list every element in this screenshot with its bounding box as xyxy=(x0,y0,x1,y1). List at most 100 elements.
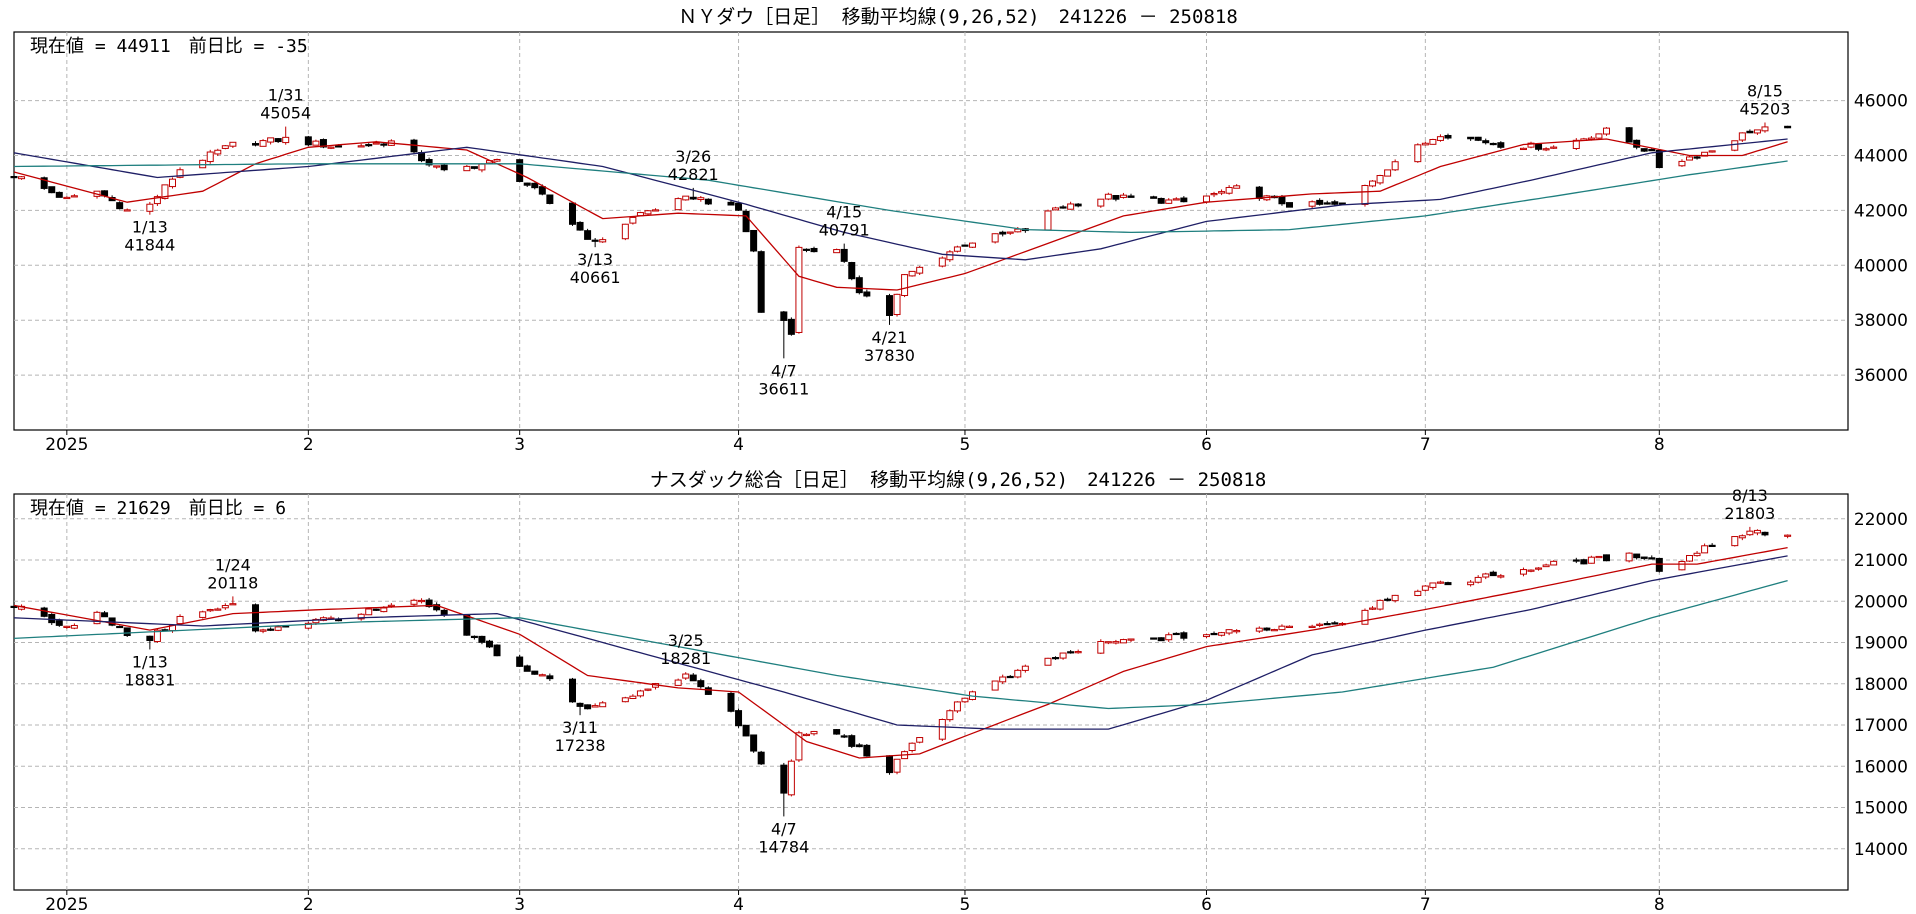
candle xyxy=(214,148,222,156)
candle-body xyxy=(757,751,765,765)
candle xyxy=(584,228,592,240)
candle xyxy=(1006,675,1014,679)
candle-body xyxy=(1331,622,1339,625)
candle xyxy=(1384,169,1392,177)
candle-body xyxy=(704,687,712,695)
candle xyxy=(493,158,501,163)
candle-body xyxy=(1384,598,1392,601)
candle-body xyxy=(153,196,161,205)
annotation-date: 3/13 xyxy=(577,250,613,269)
candle-body xyxy=(840,735,848,738)
nasdaq-chart: 14000 15000 16000 17000 18000 19000 20000 21000… xyxy=(10,486,1908,914)
candle-body xyxy=(372,142,380,145)
candle xyxy=(742,209,750,233)
candle xyxy=(1119,192,1127,199)
candle-body xyxy=(1210,192,1218,196)
candle-body xyxy=(1625,127,1633,143)
candle-body xyxy=(1006,231,1014,234)
candle xyxy=(893,758,901,775)
candle xyxy=(40,606,48,618)
candle xyxy=(644,688,652,692)
candle xyxy=(916,265,924,276)
candle-body xyxy=(214,608,222,611)
x-tick-label: 2025 xyxy=(45,435,88,455)
moving-average-26-line xyxy=(13,138,1788,261)
candle-body xyxy=(1482,573,1490,578)
annotation-price: 37830 xyxy=(864,346,915,365)
candle-body xyxy=(1225,186,1233,194)
x-tick-label: 3 xyxy=(514,435,525,455)
candle xyxy=(1678,159,1686,167)
candle xyxy=(93,610,101,625)
candle xyxy=(780,762,788,817)
candle-body xyxy=(1444,134,1452,139)
candle xyxy=(1708,543,1716,548)
candle-body xyxy=(357,145,365,148)
candle-body xyxy=(1338,202,1346,205)
candle xyxy=(1233,184,1241,189)
annotation-date: 3/11 xyxy=(562,718,598,737)
candle xyxy=(206,149,214,164)
candle xyxy=(901,274,909,298)
candle xyxy=(1519,567,1527,577)
candle-body xyxy=(674,679,682,686)
candle-body xyxy=(697,197,705,201)
candle-body xyxy=(1467,581,1475,586)
candle-body xyxy=(576,702,584,707)
candle xyxy=(1444,133,1452,140)
candle xyxy=(1338,202,1346,205)
candle-body xyxy=(1316,623,1324,626)
candle-body xyxy=(1323,623,1331,626)
candle xyxy=(1693,155,1701,160)
candle xyxy=(153,628,161,643)
candle xyxy=(704,686,712,695)
y-tick-label: 20000 xyxy=(1854,592,1908,612)
candle xyxy=(1270,628,1278,632)
candle-body xyxy=(410,599,418,605)
candle xyxy=(199,159,207,169)
x-tick-label: 6 xyxy=(1201,435,1212,455)
candle-body xyxy=(1542,148,1550,151)
candle-body xyxy=(1429,138,1437,145)
candle xyxy=(1052,656,1060,660)
candle-body xyxy=(833,729,841,735)
candle-body xyxy=(1278,625,1286,631)
candle-body xyxy=(1746,130,1754,134)
candle xyxy=(1165,198,1173,204)
candle xyxy=(953,701,961,713)
candle xyxy=(116,625,124,629)
annotation-date: 8/15 xyxy=(1747,81,1783,100)
dow-chart: 36000 38000 40000 42000 44000 46000 2025 2 3 4 5 6 7… xyxy=(10,31,1908,455)
candle-body xyxy=(1369,607,1377,610)
candle xyxy=(1067,201,1075,210)
candle xyxy=(1112,195,1120,202)
candle xyxy=(1580,558,1588,565)
candle-body xyxy=(1361,185,1369,205)
candle-body xyxy=(1474,136,1482,141)
annotation-price: 41844 xyxy=(124,236,175,255)
candle xyxy=(727,691,735,713)
candle-body xyxy=(1421,142,1429,146)
candle-body xyxy=(1497,575,1505,578)
candle xyxy=(1655,557,1663,573)
candle-body xyxy=(259,629,267,632)
candle xyxy=(1542,147,1550,152)
candle-body xyxy=(1572,559,1580,562)
candle xyxy=(1331,621,1339,625)
y-tick-label: 15000 xyxy=(1854,799,1908,819)
candle-body xyxy=(757,251,765,313)
candle-body xyxy=(1391,594,1399,602)
annotation-date: 1/24 xyxy=(215,555,251,574)
candle xyxy=(1202,633,1210,639)
candle-body xyxy=(938,718,946,740)
candle-body xyxy=(735,710,743,727)
candle xyxy=(538,673,546,677)
candle-body xyxy=(689,674,697,682)
moving-average-52-line xyxy=(13,579,1788,710)
candle xyxy=(146,201,154,215)
candle xyxy=(1421,141,1429,146)
candle xyxy=(750,734,758,753)
candle xyxy=(1467,136,1475,141)
candle-body xyxy=(335,145,343,148)
